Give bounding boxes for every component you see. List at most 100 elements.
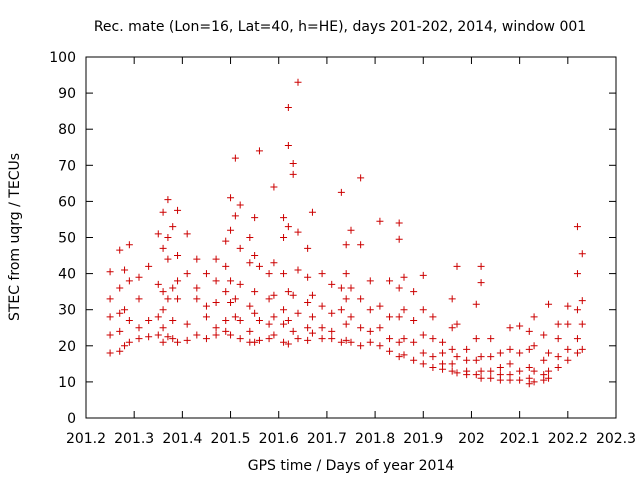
data-point [255, 147, 263, 155]
data-point [212, 255, 220, 263]
data-point [135, 324, 143, 332]
data-point [554, 335, 562, 343]
data-point [289, 291, 297, 299]
data-point [289, 170, 297, 178]
data-point [487, 367, 495, 375]
data-point [169, 223, 177, 231]
data-point [395, 235, 403, 243]
data-point [395, 284, 403, 292]
y-tick-label: 40 [58, 267, 76, 283]
x-tick-label: 201.8 [355, 431, 395, 447]
data-point [251, 338, 259, 346]
x-tick-label: 201.7 [307, 431, 347, 447]
data-point [578, 297, 586, 305]
data-point [255, 262, 263, 270]
data-point [477, 262, 485, 270]
data-point [304, 324, 312, 332]
data-point [357, 174, 365, 182]
data-point [453, 369, 461, 377]
data-point [318, 302, 326, 310]
data-point [496, 363, 504, 371]
data-point [193, 255, 201, 263]
data-point [106, 349, 114, 357]
data-point [530, 342, 538, 350]
data-point [400, 351, 408, 359]
data-point [227, 298, 235, 306]
data-point [573, 349, 581, 357]
data-point [342, 241, 350, 249]
data-point [472, 371, 480, 379]
data-point [516, 376, 524, 384]
data-point [439, 365, 447, 373]
data-point [270, 313, 278, 321]
data-point [236, 317, 244, 325]
data-point [419, 306, 427, 314]
data-point [135, 273, 143, 281]
chart-title: Rec. mate (Lon=16, Lat=40, h=HE), days 2… [94, 19, 586, 35]
data-point [227, 226, 235, 234]
data-point [251, 309, 259, 317]
data-point [318, 335, 326, 343]
data-point [578, 345, 586, 353]
data-point [212, 298, 220, 306]
data-point [506, 360, 514, 368]
data-point [366, 306, 374, 314]
data-point [564, 320, 572, 328]
data-point [516, 367, 524, 375]
data-point [164, 295, 172, 303]
data-points [106, 78, 586, 388]
data-point [284, 223, 292, 231]
data-point [202, 335, 210, 343]
data-point [174, 277, 182, 285]
data-point [159, 306, 167, 314]
data-point [472, 300, 480, 308]
data-point [265, 295, 273, 303]
data-point [472, 356, 480, 364]
data-point [106, 295, 114, 303]
data-point [125, 338, 133, 346]
x-tick-label: 201.9 [403, 431, 443, 447]
data-point [164, 196, 172, 204]
data-point [410, 288, 418, 296]
data-point [318, 324, 326, 332]
data-point [308, 329, 316, 337]
data-point [554, 353, 562, 361]
data-point [246, 302, 254, 310]
data-point [540, 376, 548, 384]
data-point [183, 270, 191, 278]
data-point [183, 320, 191, 328]
data-point [328, 335, 336, 343]
data-point [419, 360, 427, 368]
data-point [376, 302, 384, 310]
data-point [289, 327, 297, 335]
data-point [106, 331, 114, 339]
data-point [304, 244, 312, 252]
data-point [545, 300, 553, 308]
data-point [284, 104, 292, 112]
data-point [400, 273, 408, 281]
data-point [386, 347, 394, 355]
data-point [386, 335, 394, 343]
data-point [280, 270, 288, 278]
data-point [366, 327, 374, 335]
data-point [251, 252, 259, 260]
data-point [116, 246, 124, 254]
y-axis-label: STEC from uqrg / TECUs [7, 153, 23, 321]
data-point [304, 336, 312, 344]
data-point [347, 338, 355, 346]
data-point [463, 356, 471, 364]
data-point [419, 349, 427, 357]
data-point [159, 208, 167, 216]
data-point [174, 338, 182, 346]
data-point [294, 266, 302, 274]
y-tick-label: 20 [58, 339, 76, 355]
data-point [419, 331, 427, 339]
data-point [255, 317, 263, 325]
data-point [545, 367, 553, 375]
data-point [265, 320, 273, 328]
data-point [270, 331, 278, 339]
data-point [169, 284, 177, 292]
y-tick-label: 80 [58, 122, 76, 138]
data-point [280, 306, 288, 314]
data-point [125, 241, 133, 249]
